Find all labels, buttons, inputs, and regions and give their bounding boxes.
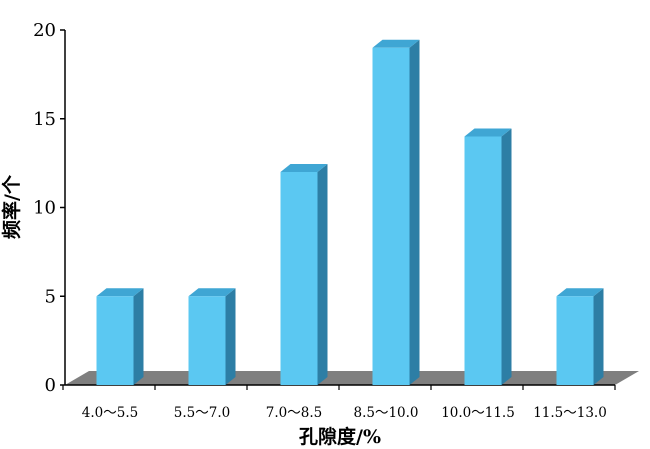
x-category-label: 11.5～13.0	[533, 405, 607, 421]
y-tick-label: 5	[45, 286, 56, 307]
bar-front	[556, 296, 594, 385]
x-category-label: 8.5～10.0	[353, 405, 418, 421]
bar-side	[225, 288, 236, 385]
bars	[96, 39, 604, 385]
x-axis-labels: 4.0～5.5 5.5～7.0 7.0～8.5 8.5～10.0 10.0～11.5 11…	[62, 385, 616, 421]
y-tick-label: 0	[45, 375, 56, 396]
bar-top	[556, 288, 604, 297]
bar-top	[188, 288, 236, 297]
bar	[96, 288, 144, 385]
y-tick-label: 10	[33, 198, 56, 219]
bar	[188, 288, 236, 385]
y-axis-ticks: 0 5 10 15 20	[33, 20, 65, 396]
bar-front	[372, 47, 410, 385]
bar-side	[133, 288, 144, 385]
bar-side	[593, 288, 604, 385]
x-category-label: 5.5～7.0	[174, 405, 230, 421]
x-category-label: 10.0～11.5	[441, 405, 515, 421]
bar-top	[372, 39, 420, 48]
y-tick-label: 15	[33, 109, 56, 130]
bar-top	[280, 164, 328, 172]
bar	[464, 128, 512, 385]
bar-side	[317, 164, 328, 385]
chart-floor	[65, 371, 639, 385]
x-category-label: 4.0～5.5	[82, 405, 138, 421]
bar-front	[464, 136, 502, 385]
bar-side	[409, 39, 420, 385]
y-tick-label: 20	[33, 20, 56, 41]
bar-top	[464, 128, 512, 137]
bar-front	[188, 296, 226, 385]
x-axis-title: 孔隙度/%	[299, 425, 381, 448]
y-axis-title: 频率/个	[0, 174, 23, 239]
bar-front	[280, 172, 318, 385]
x-category-label: 7.0～8.5	[266, 405, 322, 421]
bar	[556, 288, 604, 385]
bar	[280, 164, 328, 385]
bar-front	[96, 296, 134, 385]
bar-side	[501, 128, 512, 385]
bar-top	[96, 288, 144, 297]
bar	[372, 39, 420, 385]
